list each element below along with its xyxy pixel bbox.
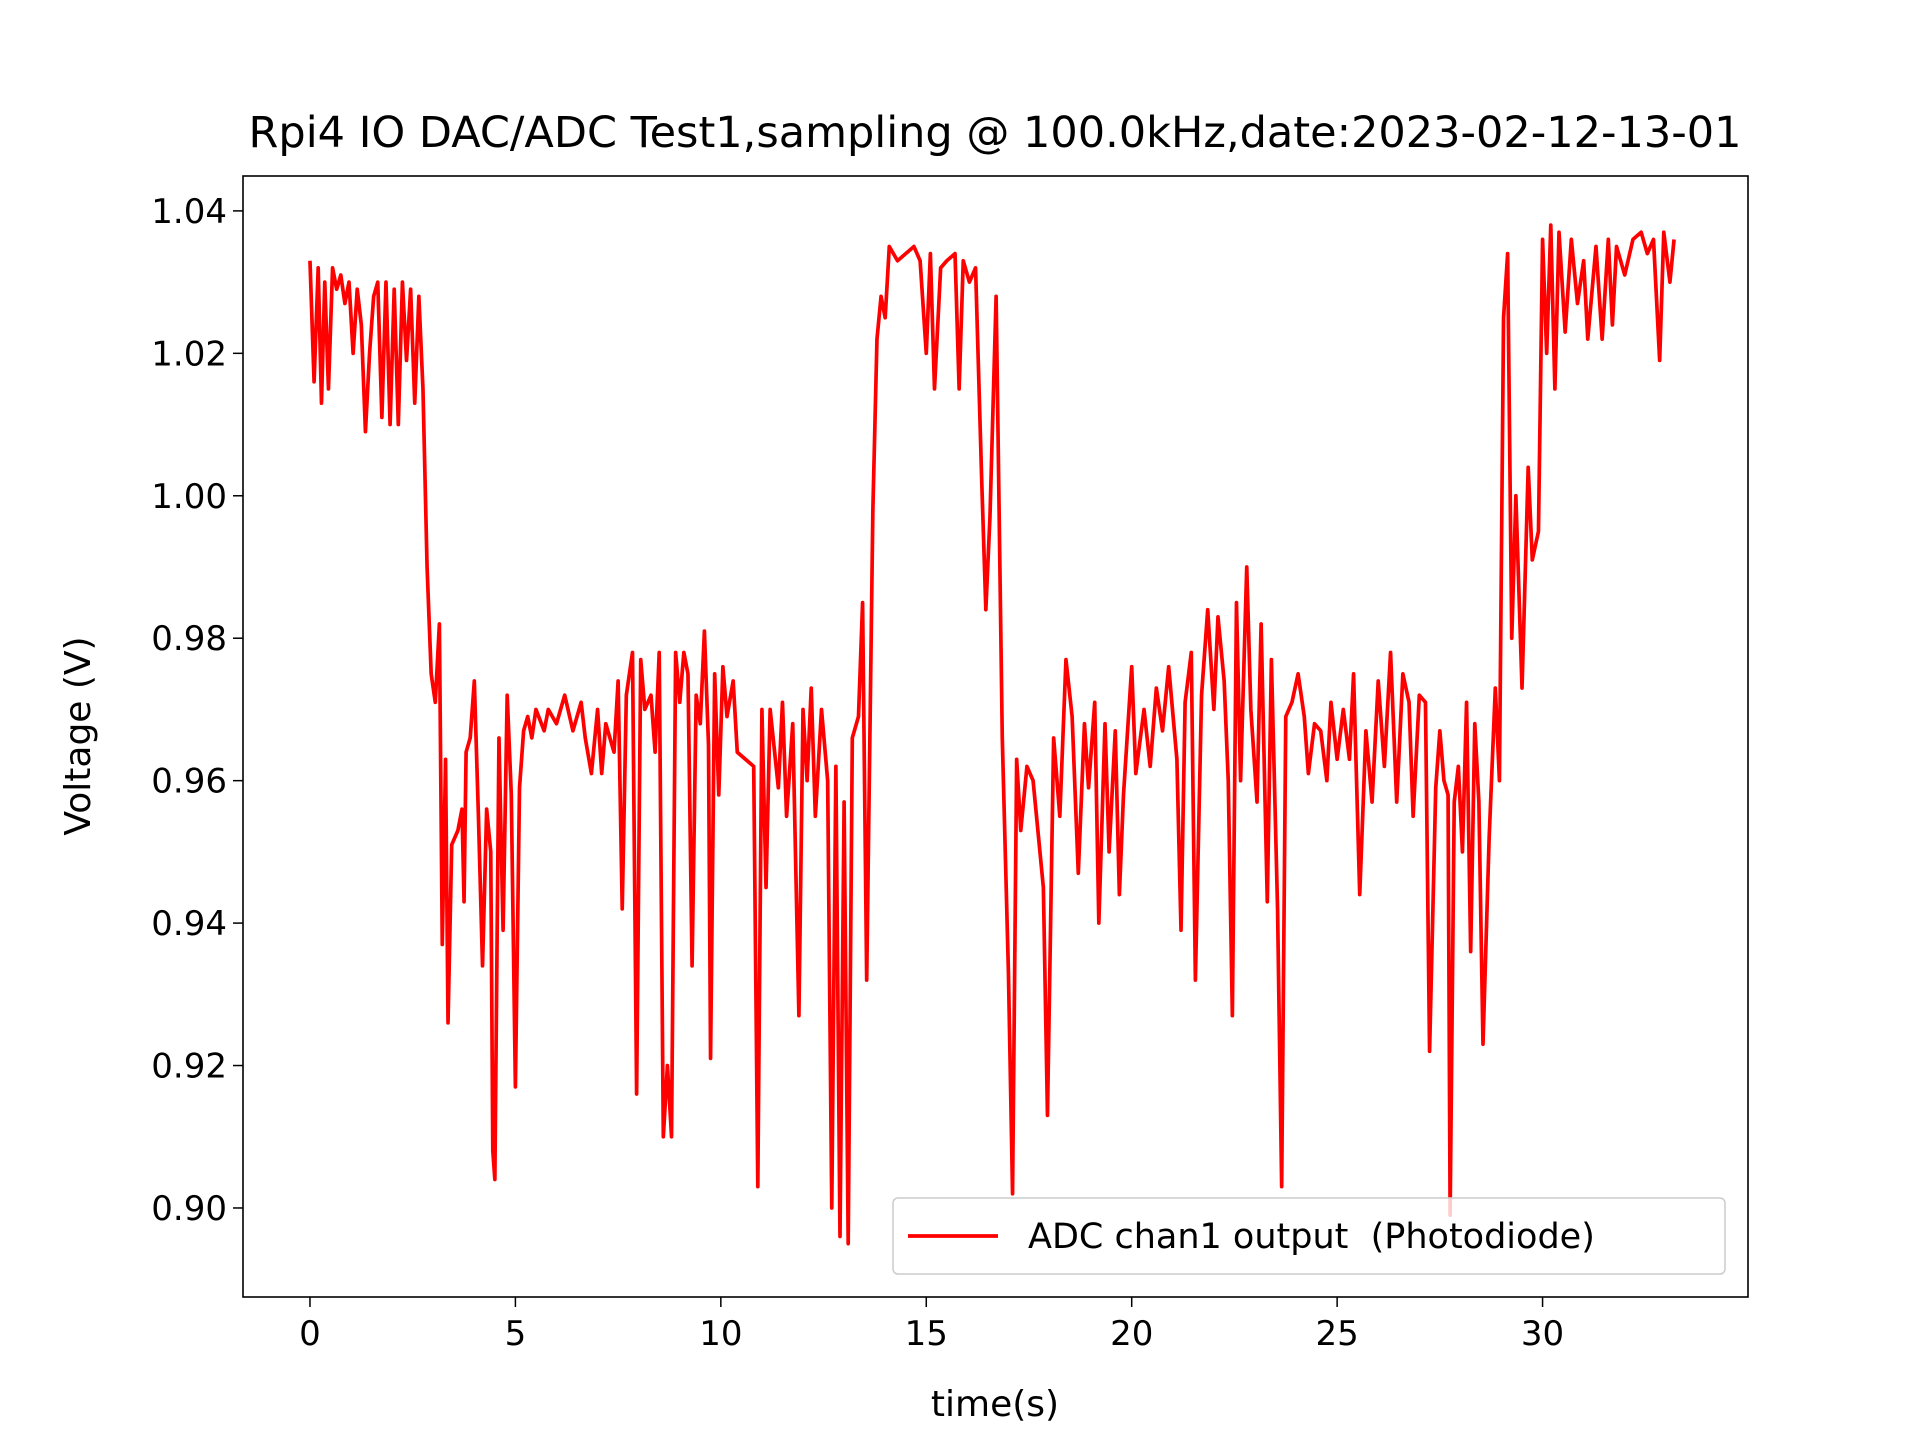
x-tick-label: 0 <box>299 1314 321 1354</box>
y-tick-label: 1.00 <box>151 477 227 517</box>
x-tick-label: 15 <box>905 1314 948 1354</box>
plot-frame <box>242 175 1749 1298</box>
y-axis-label: Voltage (V) <box>58 636 99 835</box>
y-tick-label: 1.04 <box>151 192 227 232</box>
x-tick-label: 5 <box>505 1314 527 1354</box>
x-axis-label: time(s) <box>931 1384 1059 1425</box>
chart-title: Rpi4 IO DAC/ADC Test1,sampling @ 100.0kH… <box>249 108 1742 158</box>
legend-box <box>892 1197 1726 1275</box>
data-line <box>308 223 1676 1246</box>
y-tick-label: 0.90 <box>151 1189 227 1229</box>
legend-label: ADC chan1 output (Photodiode) <box>1028 1217 1595 1257</box>
x-tick-label: 20 <box>1110 1314 1153 1354</box>
y-tick-label: 0.92 <box>151 1047 227 1087</box>
x-tick-label: 25 <box>1316 1314 1359 1354</box>
x-tick-label: 10 <box>699 1314 742 1354</box>
y-tick-label: 1.02 <box>151 334 227 374</box>
y-tick-label: 0.94 <box>151 904 227 944</box>
y-tick-label: 0.96 <box>151 762 227 802</box>
y-tick-label: 0.98 <box>151 619 227 659</box>
x-tick-label: 30 <box>1521 1314 1564 1354</box>
